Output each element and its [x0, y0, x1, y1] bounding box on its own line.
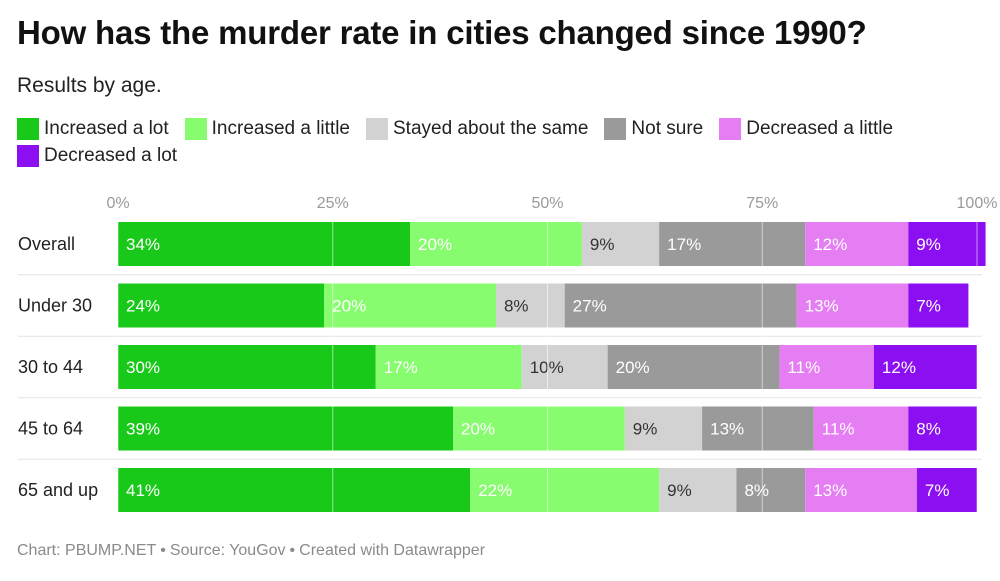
- data-label: 22%: [478, 481, 512, 500]
- data-label: 17%: [667, 235, 701, 254]
- bar-segment: [375, 345, 522, 389]
- data-label: 10%: [530, 358, 564, 377]
- data-label: 30%: [126, 358, 160, 377]
- bar-segment: [624, 406, 703, 451]
- data-label: 8%: [504, 297, 529, 316]
- stacked-bar-chart: 0% 25% 50% 75% 100% Overall 34% 20% 9% 17% 12% 9% Un…: [18, 195, 998, 514]
- bar-segment: [813, 406, 909, 451]
- data-label: 7%: [925, 481, 950, 500]
- footer-separator: •: [160, 542, 166, 559]
- legend-label: Increased a lot: [44, 118, 169, 139]
- chart-title: How has the murder rate in cities change…: [17, 14, 867, 51]
- data-label: 9%: [667, 481, 692, 500]
- data-label: 9%: [916, 235, 941, 254]
- legend-label: Stayed about the same: [393, 118, 589, 139]
- legend-item: Stayed about the same: [366, 118, 588, 140]
- data-label: 24%: [126, 297, 160, 316]
- footer-created-with: Created with Datawrapper: [299, 542, 486, 559]
- bar-segment: [324, 283, 496, 328]
- legend-item: Not sure: [604, 118, 703, 140]
- bar-segment: [779, 345, 874, 389]
- legend-item: Increased a lot: [17, 118, 169, 140]
- data-label: 8%: [916, 420, 941, 439]
- bar-segment: [805, 222, 909, 266]
- legend-label: Not sure: [631, 118, 704, 139]
- row-label: 45 to 64: [18, 419, 83, 439]
- bar-segment: [908, 283, 969, 328]
- legend-swatch: [604, 118, 627, 140]
- bar-segment: [118, 406, 454, 451]
- x-tick-label: 50%: [531, 195, 563, 212]
- row-label: Under 30: [18, 296, 92, 316]
- bar-segment: [118, 468, 471, 512]
- data-label: 41%: [126, 481, 160, 500]
- chart-footer: Chart: PBUMP.NET • Source: YouGov • Created …: [17, 542, 485, 560]
- data-label: 17%: [384, 358, 418, 377]
- bar-segment: [495, 283, 565, 328]
- bar-segment: [118, 283, 325, 328]
- data-label: 9%: [633, 420, 658, 439]
- data-label: 7%: [916, 297, 941, 316]
- data-label: 20%: [461, 420, 495, 439]
- data-label: 13%: [710, 420, 744, 439]
- chart-legend: Increased a lot Increased a little Stayed …: [17, 118, 977, 167]
- chart-subtitle: Results by age.: [17, 74, 162, 97]
- legend-label: Decreased a little: [746, 118, 894, 139]
- x-tick-label: 25%: [317, 195, 349, 212]
- bar-segment: [581, 222, 660, 266]
- bar-segment: [796, 283, 909, 328]
- data-label: 13%: [813, 481, 847, 500]
- bar-segment: [118, 222, 411, 266]
- x-tick-label: 75%: [746, 195, 778, 212]
- data-label: 11%: [787, 358, 820, 377]
- data-label: 27%: [573, 297, 607, 316]
- bar-segment: [916, 468, 977, 512]
- legend-swatch: [17, 118, 39, 140]
- data-label: 12%: [813, 235, 847, 254]
- footer-source: Source: YouGov: [169, 542, 286, 559]
- legend-item: Decreased a little: [719, 118, 893, 140]
- bar-segment: [564, 283, 797, 328]
- data-label: 9%: [590, 235, 615, 254]
- bar-segment: [521, 345, 608, 389]
- bar-segment: [470, 468, 660, 512]
- legend-swatch: [184, 118, 207, 140]
- legend-label: Increased a little: [211, 118, 350, 139]
- data-label: 20%: [418, 235, 452, 254]
- bar-segment: [410, 222, 582, 266]
- bar-segment: [908, 406, 977, 451]
- footer-chart-credit: Chart: PBUMP.NET: [17, 542, 157, 559]
- row-label: 65 and up: [18, 480, 98, 500]
- row-label: Overall: [18, 234, 75, 254]
- legend-swatch: [366, 118, 388, 140]
- footer-separator: •: [289, 542, 296, 559]
- data-label: 39%: [126, 420, 160, 439]
- data-label: 20%: [332, 297, 366, 316]
- legend-item: Increased a little: [184, 118, 350, 140]
- x-tick-label: 0%: [106, 195, 129, 212]
- data-label: 8%: [744, 481, 769, 500]
- bar-segment: [736, 468, 806, 512]
- row-label: 30 to 44: [18, 357, 83, 377]
- bar-segment: [805, 468, 917, 512]
- bar-segment: [607, 345, 780, 389]
- data-label: 34%: [126, 235, 160, 254]
- bar-segment: [702, 406, 814, 451]
- data-label: 11%: [822, 420, 855, 439]
- data-label: 13%: [805, 297, 839, 316]
- legend-swatch: [719, 118, 742, 140]
- bar-segment: [908, 222, 986, 266]
- bar-segment: [453, 406, 625, 451]
- data-label: 20%: [616, 358, 650, 377]
- x-tick-label: 100%: [957, 195, 998, 212]
- data-label: 12%: [882, 358, 916, 377]
- bar-segment: [873, 345, 977, 389]
- bar-segment: [659, 468, 737, 512]
- legend-label: Decreased a lot: [44, 145, 178, 166]
- legend-swatch: [17, 145, 39, 167]
- bar-segment: [659, 222, 806, 266]
- legend-item: Decreased a lot: [17, 145, 177, 167]
